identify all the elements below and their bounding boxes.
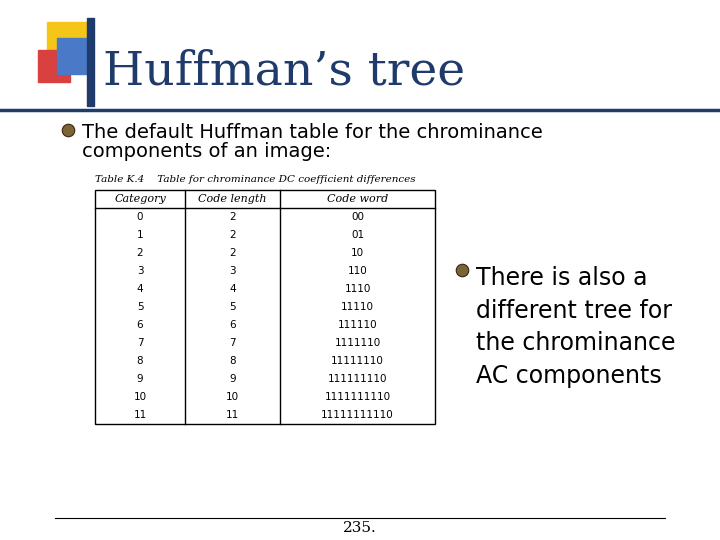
Text: 0: 0 — [137, 212, 143, 222]
Text: 110: 110 — [348, 266, 367, 276]
Text: 9: 9 — [229, 374, 236, 384]
Text: 111110: 111110 — [338, 320, 377, 330]
Text: 5: 5 — [229, 302, 236, 312]
Text: 1: 1 — [137, 230, 143, 240]
Text: 10: 10 — [226, 392, 239, 402]
Text: 111111110: 111111110 — [328, 374, 387, 384]
Text: 8: 8 — [229, 356, 236, 366]
Text: Huffman’s tree: Huffman’s tree — [103, 49, 465, 94]
Text: 9: 9 — [137, 374, 143, 384]
Text: 1110: 1110 — [344, 284, 371, 294]
Text: components of an image:: components of an image: — [82, 142, 331, 161]
Text: 3: 3 — [229, 266, 236, 276]
Text: 11111111110: 11111111110 — [321, 410, 394, 420]
Text: 6: 6 — [229, 320, 236, 330]
Bar — [95, 190, 435, 424]
Text: 11: 11 — [226, 410, 239, 420]
Text: 1111111110: 1111111110 — [325, 392, 390, 402]
Text: The default Huffman table for the chrominance: The default Huffman table for the chromi… — [82, 123, 543, 142]
Text: 10: 10 — [133, 392, 147, 402]
Text: 5: 5 — [137, 302, 143, 312]
Text: 1111110: 1111110 — [334, 338, 381, 348]
Text: Code word: Code word — [327, 194, 388, 204]
Text: 01: 01 — [351, 230, 364, 240]
Text: 6: 6 — [137, 320, 143, 330]
Text: 4: 4 — [229, 284, 236, 294]
Bar — [38, 50, 70, 82]
Text: 11110: 11110 — [341, 302, 374, 312]
Text: 2: 2 — [229, 212, 236, 222]
Bar — [87, 18, 94, 106]
Text: 7: 7 — [229, 338, 236, 348]
Text: 2: 2 — [229, 230, 236, 240]
Text: There is also a
different tree for
the chrominance
AC components: There is also a different tree for the c… — [476, 266, 675, 388]
Text: 2: 2 — [137, 248, 143, 258]
Text: 11: 11 — [133, 410, 147, 420]
Text: 4: 4 — [137, 284, 143, 294]
Text: Code length: Code length — [198, 194, 266, 204]
Text: 10: 10 — [351, 248, 364, 258]
Text: 235.: 235. — [343, 521, 377, 535]
Text: 8: 8 — [137, 356, 143, 366]
Text: 3: 3 — [137, 266, 143, 276]
Text: Table K.4    Table for chrominance DC coefficient differences: Table K.4 Table for chrominance DC coeff… — [95, 175, 415, 184]
Text: 7: 7 — [137, 338, 143, 348]
Text: 00: 00 — [351, 212, 364, 222]
Text: 2: 2 — [229, 248, 236, 258]
Text: 11111110: 11111110 — [331, 356, 384, 366]
Bar — [47, 22, 89, 64]
Text: Category: Category — [114, 194, 166, 204]
Bar — [57, 38, 93, 74]
